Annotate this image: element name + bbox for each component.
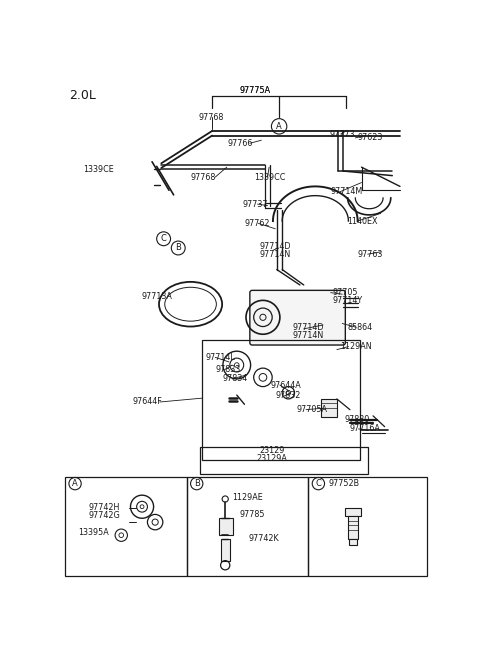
Bar [349, 539, 357, 545]
Text: 97714D: 97714D [260, 242, 291, 251]
Text: 23129A: 23129A [257, 454, 288, 462]
Text: B: B [175, 244, 181, 252]
Text: 97773: 97773 [329, 130, 355, 139]
Text: 23129: 23129 [260, 446, 285, 455]
Text: 97714Y: 97714Y [332, 296, 362, 305]
Text: 97713A: 97713A [141, 292, 172, 301]
Text: 97768: 97768 [191, 173, 216, 181]
Text: 1129AE: 1129AE [232, 493, 263, 502]
Text: 97714L: 97714L [206, 353, 236, 362]
Text: 1339CE: 1339CE [83, 165, 113, 174]
Text: 97763: 97763 [358, 250, 383, 259]
Text: 1339CC: 1339CC [254, 173, 285, 181]
Text: 97742K: 97742K [248, 534, 279, 543]
Text: 97775A: 97775A [240, 86, 271, 95]
Text: B: B [194, 479, 200, 488]
Bar [345, 508, 361, 516]
Bar [348, 516, 359, 539]
Text: 13395A: 13395A [78, 529, 109, 537]
Text: C: C [315, 479, 321, 488]
Text: 97768: 97768 [198, 113, 224, 122]
Text: 97705A: 97705A [296, 405, 327, 414]
Bar [65, 477, 187, 576]
Text: 97834: 97834 [223, 375, 248, 383]
Text: 97775A: 97775A [240, 86, 271, 95]
Bar [219, 518, 233, 535]
Text: 97714D: 97714D [292, 323, 324, 332]
Bar [308, 477, 427, 576]
FancyBboxPatch shape [322, 399, 337, 417]
Text: A: A [276, 122, 282, 131]
Text: 97714N: 97714N [260, 250, 291, 259]
Text: A: A [72, 479, 78, 488]
Bar [202, 341, 360, 460]
Text: 97742H: 97742H [88, 503, 120, 512]
Text: 97742G: 97742G [88, 511, 120, 519]
Text: 97705: 97705 [332, 288, 358, 297]
Text: 97833: 97833 [215, 365, 240, 374]
Text: 97714N: 97714N [292, 331, 324, 339]
Bar [187, 477, 308, 576]
Bar [200, 447, 368, 474]
Text: 97737: 97737 [243, 200, 268, 208]
FancyBboxPatch shape [250, 290, 345, 345]
Text: 97766: 97766 [228, 139, 253, 148]
Text: 97832: 97832 [275, 391, 300, 400]
Text: 97785: 97785 [240, 510, 265, 519]
Bar [221, 539, 230, 561]
Text: 97644F: 97644F [133, 398, 163, 407]
Text: 1129AN: 1129AN [340, 342, 372, 351]
Text: 97762: 97762 [244, 219, 270, 228]
Text: C: C [161, 234, 167, 243]
Text: 97623: 97623 [358, 134, 383, 142]
Text: 85864: 85864 [348, 323, 373, 332]
Text: 97752B: 97752B [328, 479, 360, 488]
Text: 97644A: 97644A [271, 381, 301, 390]
Text: 1140EX: 1140EX [348, 217, 378, 225]
Text: 97714M: 97714M [331, 187, 363, 196]
Text: 97830: 97830 [345, 415, 370, 424]
Text: 97716A: 97716A [349, 424, 380, 434]
Text: 2.0L: 2.0L [69, 89, 96, 102]
